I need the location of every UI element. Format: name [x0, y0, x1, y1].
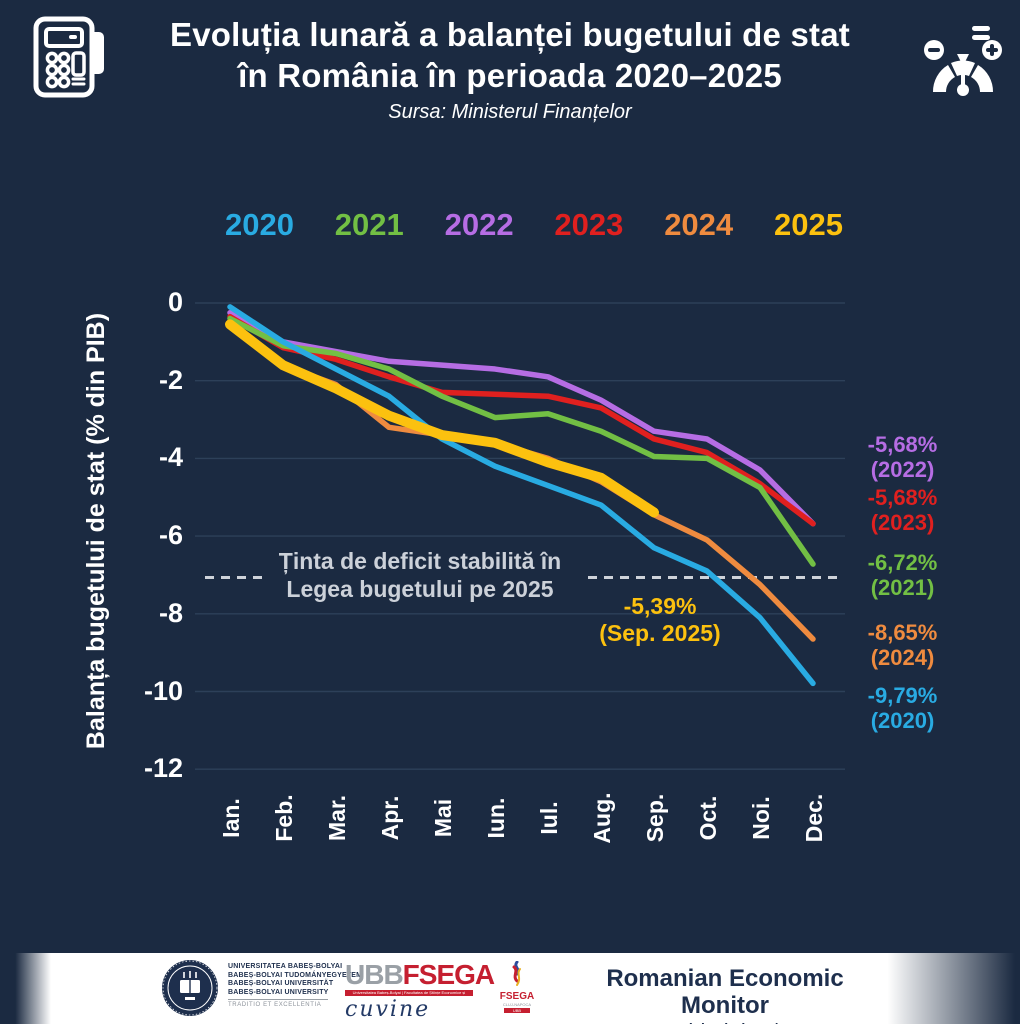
- end-label-year: (2023): [870, 510, 935, 535]
- budget-balance-line-chart: [195, 302, 845, 770]
- y-tick-label: -8: [158, 597, 183, 628]
- roem-title: Romanian Economic Monitor: [606, 965, 844, 1019]
- sep-2025-label: (Sep. 2025): [599, 620, 721, 646]
- fsega-script-signature: cuvine: [345, 997, 431, 1022]
- y-tick-label: -4: [158, 442, 183, 473]
- chart-legend: 2020 2021 2022 2023 2024 2025: [225, 207, 843, 243]
- month-label-Oct: Oct.: [695, 795, 721, 841]
- month-label-Noi: Noi.: [748, 796, 774, 840]
- month-label-Apr: Apr.: [377, 795, 403, 841]
- end-label-2023: -5,68% (2023): [845, 485, 960, 535]
- month-label-Mai: Mai: [430, 798, 456, 838]
- title-line-1: Evoluția lunară a balanței bugetului de …: [170, 16, 850, 53]
- month-label-Iun: Iun.: [483, 797, 509, 839]
- month-label-Aug: Aug.: [589, 792, 615, 844]
- legend-year-2024: 2024: [664, 207, 734, 242]
- series-line-2023: [227, 313, 816, 527]
- roem-url: econ.ubbcluj.ro/roem: [560, 1019, 890, 1024]
- fsega-emblem: FSEGA CLUJ-NAPOCA UBB: [487, 960, 547, 1013]
- month-label-Sep: Sep.: [642, 793, 668, 843]
- ubbfsega-wordmark: UBBFSEGA: [345, 961, 495, 989]
- legend-year-2021: 2021: [334, 207, 404, 242]
- y-tick-label: -2: [158, 364, 183, 395]
- month-label-Dec: Dec.: [801, 793, 827, 843]
- deficit-target-annotation: Ținta de deficit stabilită în Legea buge…: [260, 547, 580, 603]
- sep-2025-annotation: -5,39% (Sep. 2025): [585, 593, 735, 647]
- fsega-bar-text: Universitatea Babeș-Bolyai | Facultatea …: [345, 990, 473, 996]
- end-label-year: (2021): [870, 575, 935, 600]
- emblem-name: FSEGA: [499, 991, 535, 1002]
- end-label-value: -5,68%: [867, 485, 938, 510]
- end-label-year: (2022): [870, 457, 935, 482]
- title-line-2: în România în perioada 2020–2025: [238, 57, 782, 94]
- end-label-2020: -9,79% (2020): [845, 683, 960, 733]
- series-line-2020: [227, 304, 816, 687]
- emblem-flag: UBB: [504, 1008, 530, 1013]
- page-title: Evoluția lunară a balanței bugetului de …: [110, 14, 910, 96]
- university-line: BABEȘ-BOLYAI UNIVERSITY: [228, 988, 329, 996]
- month-label-Mar: Mar.: [324, 794, 350, 842]
- y-tick-label: -6: [158, 520, 183, 551]
- end-label-value: -6,72%: [867, 550, 938, 575]
- ubbfsega-logo: UBBFSEGA Universitatea Babeș-Bolyai | Fa…: [345, 961, 495, 1022]
- month-label-Iul: Iul.: [536, 801, 562, 835]
- y-tick-label: -12: [143, 753, 183, 784]
- fsega-ribbon-icon: [512, 960, 521, 986]
- university-line: BABEȘ-BOLYAI TUDOMÁNYEGYETEM: [228, 971, 363, 979]
- series-line-2025: [225, 319, 659, 518]
- emblem-city: CLUJ-NAPOCA: [502, 1002, 532, 1007]
- university-line: UNIVERSITATEA BABEȘ-BOLYAI: [228, 963, 343, 970]
- university-motto: TRADITIO ET EXCELLENTIA: [228, 1002, 322, 1009]
- divider: [228, 999, 328, 1001]
- end-label-value: -5,68%: [867, 432, 938, 457]
- university-line: BABEȘ-BOLYAI UNIVERSITÄT: [228, 980, 334, 988]
- y-tick-label: 0: [167, 287, 183, 317]
- series-line-2021: [227, 315, 816, 567]
- budget-gauge-icon: [924, 26, 1002, 96]
- sep-2025-value: -5,39%: [623, 593, 697, 619]
- university-name-block: UNIVERSITATEA BABEȘ-BOLYAI BABEȘ-BOLYAI …: [228, 963, 368, 1008]
- source-subtitle: Sursa: Ministerul Finanțelor: [388, 101, 632, 123]
- ubb-wordmark: UBB: [345, 959, 404, 990]
- roem-block: Romanian Economic Monitor econ.ubbcluj.r…: [560, 965, 890, 1024]
- legend-year-2020: 2020: [225, 207, 294, 242]
- legend-year-2025: 2025: [773, 207, 843, 242]
- end-label-2022: -5,68% (2022): [845, 432, 960, 482]
- y-axis-title: Balanța bugetului de stat (% din PIB): [82, 312, 110, 750]
- y-tick-label: -10: [143, 675, 183, 706]
- end-label-year: (2020): [870, 708, 935, 733]
- footer-band: UNIVERSITATEA BABEȘ-BOLYAI BABEȘ-BOLYAI …: [0, 953, 1020, 1024]
- end-label-value: -9,79%: [867, 683, 938, 708]
- end-label-2024: -8,65% (2024): [845, 620, 960, 670]
- month-label-Feb: Feb.: [271, 794, 297, 842]
- end-label-value: -8,65%: [867, 620, 938, 645]
- end-label-2021: -6,72% (2021): [845, 550, 960, 600]
- target-text-line-1: Ținta de deficit stabilită în: [278, 548, 562, 574]
- legend-year-2023: 2023: [554, 207, 624, 242]
- ubb-university-seal-icon: [162, 960, 218, 1016]
- target-text-line-2: Legea bugetului pe 2025: [286, 576, 554, 602]
- pos-terminal-icon: [33, 16, 104, 98]
- legend-year-2022: 2022: [444, 207, 514, 242]
- end-label-year: (2024): [870, 645, 935, 670]
- fsega-wordmark: FSEGA: [402, 959, 495, 990]
- month-label-Ian: Ian.: [218, 798, 244, 838]
